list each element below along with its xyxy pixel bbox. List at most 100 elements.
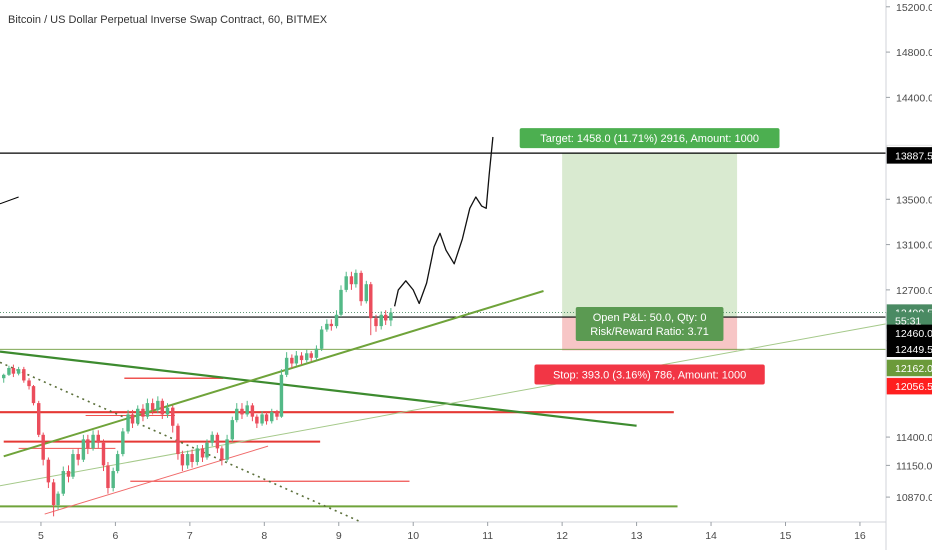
projection-path	[393, 136, 494, 307]
price-tag-1: 13887.5	[886, 147, 932, 164]
candle-61	[305, 349, 309, 363]
x-tick-label: 7	[187, 530, 193, 542]
price-tag-4: 12460.0	[886, 324, 932, 342]
candle-body	[225, 439, 229, 460]
candle-body	[71, 454, 75, 477]
candle-body	[31, 386, 36, 404]
candle-51	[255, 414, 259, 429]
candle-body	[210, 434, 214, 443]
candle-25	[126, 409, 130, 434]
candle-21	[106, 461, 110, 494]
candle-body	[27, 380, 31, 387]
candle-71	[354, 269, 358, 288]
candle-body	[22, 369, 26, 381]
target-label-bg	[519, 128, 780, 149]
candle-11	[56, 491, 60, 510]
price-tag-bg	[886, 340, 932, 358]
stop-label: Stop: 393.0 (3.16%) 786, Amount: 1000	[534, 364, 765, 385]
price-tag-3: 55:31	[886, 312, 932, 329]
candle-32	[160, 398, 165, 419]
candle-body	[101, 442, 106, 466]
candle-body	[141, 408, 145, 417]
stop-label-bg	[534, 364, 765, 385]
candle-73	[364, 280, 369, 304]
candle-20	[101, 439, 106, 472]
candle-body	[126, 414, 130, 432]
trend-line-3	[44, 445, 269, 515]
y-tick-label: 15200.0	[896, 2, 932, 14]
candle-body	[270, 412, 274, 422]
candle-body	[240, 408, 244, 415]
candle-70	[349, 271, 354, 290]
trend-line-5	[0, 196, 19, 205]
candle-body	[136, 408, 140, 424]
candle-43	[215, 432, 220, 453]
stop-label-text: Stop: 393.0 (3.16%) 786, Amount: 1000	[553, 369, 746, 381]
candle-5	[27, 378, 31, 390]
candle-67	[334, 310, 339, 329]
price-tag-bg	[886, 359, 932, 377]
candle-68	[339, 285, 343, 318]
trend-line-2	[0, 323, 887, 487]
candle-23	[115, 450, 120, 474]
candle-body	[279, 374, 284, 417]
candle-body	[96, 434, 100, 443]
plot-area[interactable]: Target: 1458.0 (11.71%) 2916, Amount: 10…	[0, 128, 887, 523]
candle-body	[383, 314, 388, 321]
candle-body	[130, 414, 135, 424]
candle-body	[325, 323, 329, 330]
candle-body	[165, 407, 170, 415]
candle-body	[11, 368, 16, 374]
candle-63	[314, 345, 319, 361]
candle-8	[41, 432, 45, 466]
price-tag-label: 13887.5	[895, 150, 932, 162]
candle-body	[369, 284, 373, 319]
target-label-text: Target: 1458.0 (11.71%) 2916, Amount: 10…	[540, 133, 759, 145]
candle-body	[76, 454, 80, 460]
candle-49	[245, 400, 249, 417]
candle-62	[309, 351, 313, 362]
candle-body	[290, 357, 294, 364]
candle-body	[250, 405, 255, 417]
candle-53	[264, 412, 269, 425]
candle-33	[165, 403, 170, 418]
candle-body	[115, 454, 120, 472]
candle-body	[374, 318, 378, 327]
candle-10	[51, 478, 56, 517]
trend-line-1	[3, 290, 544, 458]
candle-72	[359, 270, 363, 306]
price-tag-7: 12056.5	[886, 377, 932, 395]
y-tick-label: 14400.0	[896, 92, 932, 104]
candle-16	[81, 434, 86, 462]
candle-body	[190, 454, 194, 462]
y-tick-label: 11400.0	[896, 432, 932, 444]
candle-body	[7, 368, 11, 375]
candle-body	[235, 408, 239, 421]
x-tick-label: 8	[261, 530, 267, 542]
candle-body	[294, 355, 299, 364]
candle-58	[290, 354, 294, 369]
candle-42	[210, 431, 214, 447]
candle-19	[96, 430, 100, 449]
candle-15	[76, 448, 80, 466]
price-tag-bg	[886, 147, 932, 164]
candle-body	[389, 312, 393, 321]
y-tick-label: 13100.0	[896, 240, 932, 252]
candle-26	[130, 409, 135, 429]
candle-body	[86, 439, 90, 449]
candle-body	[160, 400, 165, 415]
candle-60	[299, 352, 304, 365]
candle-39	[195, 445, 200, 466]
x-tick-label: 15	[780, 530, 792, 542]
candle-4	[22, 366, 26, 383]
candle-24	[121, 428, 125, 457]
candle-48	[240, 403, 244, 419]
candle-body	[180, 454, 185, 466]
pnl-label: Open P&L: 50.0, Qty: 0 Risk/Reward Ratio:…	[575, 307, 724, 342]
candle-64	[319, 326, 324, 352]
candle-65	[325, 319, 329, 332]
candle-body	[220, 448, 224, 460]
x-tick-label: 12	[556, 530, 568, 542]
